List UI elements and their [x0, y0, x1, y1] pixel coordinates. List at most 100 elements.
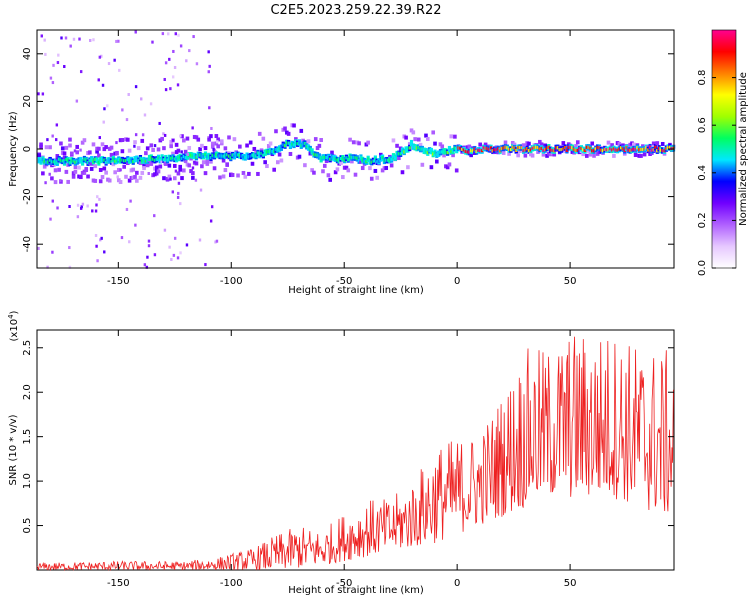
heatmap-cell	[395, 152, 399, 156]
heatmap-cell	[71, 174, 76, 179]
heatmap-cell	[581, 152, 585, 157]
heatmap-cell	[518, 148, 522, 153]
heatmap-cell	[132, 160, 135, 164]
heatmap-cell	[301, 142, 305, 146]
heatmap-cell	[654, 145, 657, 149]
heatmap-cell	[275, 160, 280, 165]
heatmap-cell	[107, 146, 112, 151]
heatmap-cell	[535, 145, 538, 149]
heatmap-cell	[256, 171, 260, 176]
heatmap-cell	[368, 166, 372, 171]
heatmap-cell	[329, 157, 332, 161]
heatmap-cell	[178, 167, 183, 172]
heatmap-cell	[433, 141, 437, 146]
heatmap-cell	[95, 203, 98, 207]
heatmap-cell	[187, 145, 192, 150]
heatmap-cell	[135, 170, 139, 175]
heatmap-cell	[44, 52, 47, 56]
heatmap-cell	[164, 156, 167, 160]
heatmap-cell	[321, 169, 325, 174]
heatmap-cell	[357, 141, 361, 146]
heatmap-cell	[62, 151, 67, 156]
heatmap-cell	[327, 155, 330, 159]
heatmap-cell	[216, 144, 220, 149]
heatmap-cell	[663, 149, 666, 153]
heatmap-cell	[540, 146, 543, 151]
x-tick-label: 0	[454, 578, 460, 589]
heatmap-cell	[292, 123, 296, 128]
heatmap-cell	[151, 40, 154, 44]
heatmap-cell	[312, 170, 316, 175]
heatmap-cell	[245, 154, 249, 158]
heatmap-cell	[184, 156, 187, 160]
heatmap-cell	[208, 106, 211, 110]
heatmap-cell	[140, 97, 143, 101]
heatmap-cell	[97, 146, 101, 151]
heatmap-cell	[639, 147, 643, 152]
heatmap-cell	[167, 163, 172, 168]
heatmap-cell	[339, 160, 343, 165]
heatmap-y-axis-label: Frequency (Hz)	[8, 111, 19, 187]
heatmap-cell	[221, 174, 226, 179]
heatmap-cell	[378, 152, 383, 157]
heatmap-cell	[218, 154, 222, 158]
heatmap-cell	[149, 161, 154, 166]
heatmap-cell	[153, 158, 157, 162]
heatmap-cell	[172, 138, 175, 142]
heatmap-cell	[208, 64, 211, 68]
heatmap-cell	[158, 138, 163, 143]
x-tick-label: -150	[107, 276, 130, 287]
heatmap-cell	[571, 146, 574, 150]
heatmap-cell	[303, 141, 307, 146]
heatmap-cell	[542, 148, 545, 153]
heatmap-cell	[127, 93, 130, 97]
heatmap-cell	[612, 153, 616, 158]
heatmap-cell	[169, 139, 173, 144]
heatmap-cell	[231, 153, 234, 157]
heatmap-cell	[145, 146, 150, 151]
heatmap-cell	[562, 147, 565, 151]
heatmap-cell	[609, 147, 612, 151]
heatmap-cell	[71, 171, 76, 176]
heatmap-cell	[37, 246, 40, 250]
heatmap-cell	[306, 139, 311, 144]
heatmap-cell	[265, 150, 269, 154]
heatmap-cell	[89, 38, 92, 42]
heatmap-cell	[462, 148, 466, 152]
heatmap-cell	[277, 152, 282, 157]
heatmap-cell	[83, 157, 86, 161]
heatmap-cell	[196, 137, 201, 142]
heatmap-cell	[77, 165, 81, 170]
heatmap-cell	[160, 155, 164, 160]
heatmap-cell	[283, 126, 287, 131]
heatmap-cell	[307, 146, 310, 150]
heatmap-cell	[272, 167, 276, 172]
heatmap-cell	[157, 156, 160, 160]
heatmap-cell	[580, 146, 583, 150]
heatmap-cell	[172, 49, 175, 53]
heatmap-cell	[308, 151, 313, 156]
heatmap-cell	[528, 152, 533, 157]
heatmap-cell	[147, 244, 151, 248]
heatmap-cell	[191, 154, 195, 158]
heatmap-cell	[324, 159, 329, 164]
heatmap-cell	[146, 255, 149, 259]
heatmap-cell	[651, 141, 656, 146]
heatmap-cell	[495, 148, 498, 152]
heatmap-cell	[407, 142, 412, 147]
heatmap-cell	[171, 75, 175, 79]
heatmap-cell	[95, 149, 99, 154]
heatmap-cell	[350, 155, 354, 160]
heatmap-cell	[98, 179, 103, 184]
heatmap-cell	[98, 167, 103, 172]
heatmap-cell	[151, 157, 155, 161]
heatmap-cell	[48, 172, 51, 176]
heatmap-cell	[596, 145, 599, 150]
heatmap-cell	[153, 172, 157, 177]
heatmap-cell	[120, 138, 125, 143]
heatmap-cell	[357, 159, 361, 163]
heatmap-cell	[285, 130, 289, 135]
heatmap-cell	[574, 144, 578, 149]
heatmap-cell	[316, 153, 319, 157]
heatmap-cell	[466, 150, 469, 154]
